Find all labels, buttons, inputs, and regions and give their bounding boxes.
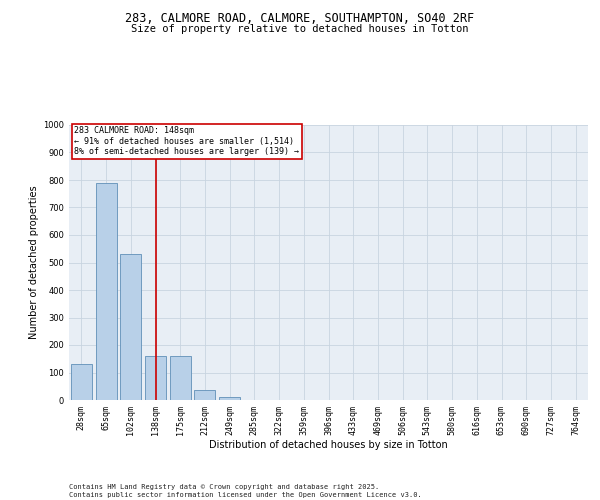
Bar (219, 397, 240, 400)
Bar (194, 390, 215, 400)
Y-axis label: Number of detached properties: Number of detached properties (29, 186, 39, 340)
Bar (170, 356, 191, 400)
Bar (145, 356, 166, 400)
Text: 283, CALMORE ROAD, CALMORE, SOUTHAMPTON, SO40 2RF: 283, CALMORE ROAD, CALMORE, SOUTHAMPTON,… (125, 12, 475, 26)
Text: Size of property relative to detached houses in Totton: Size of property relative to detached ho… (131, 24, 469, 34)
Text: 283 CALMORE ROAD: 148sqm
← 91% of detached houses are smaller (1,514)
8% of semi: 283 CALMORE ROAD: 148sqm ← 91% of detach… (74, 126, 299, 156)
Bar (95, 182, 116, 400)
X-axis label: Distribution of detached houses by size in Totton: Distribution of detached houses by size … (209, 440, 448, 450)
Bar (71, 364, 92, 400)
Bar (120, 254, 141, 400)
Text: Contains HM Land Registry data © Crown copyright and database right 2025.
Contai: Contains HM Land Registry data © Crown c… (69, 484, 422, 498)
